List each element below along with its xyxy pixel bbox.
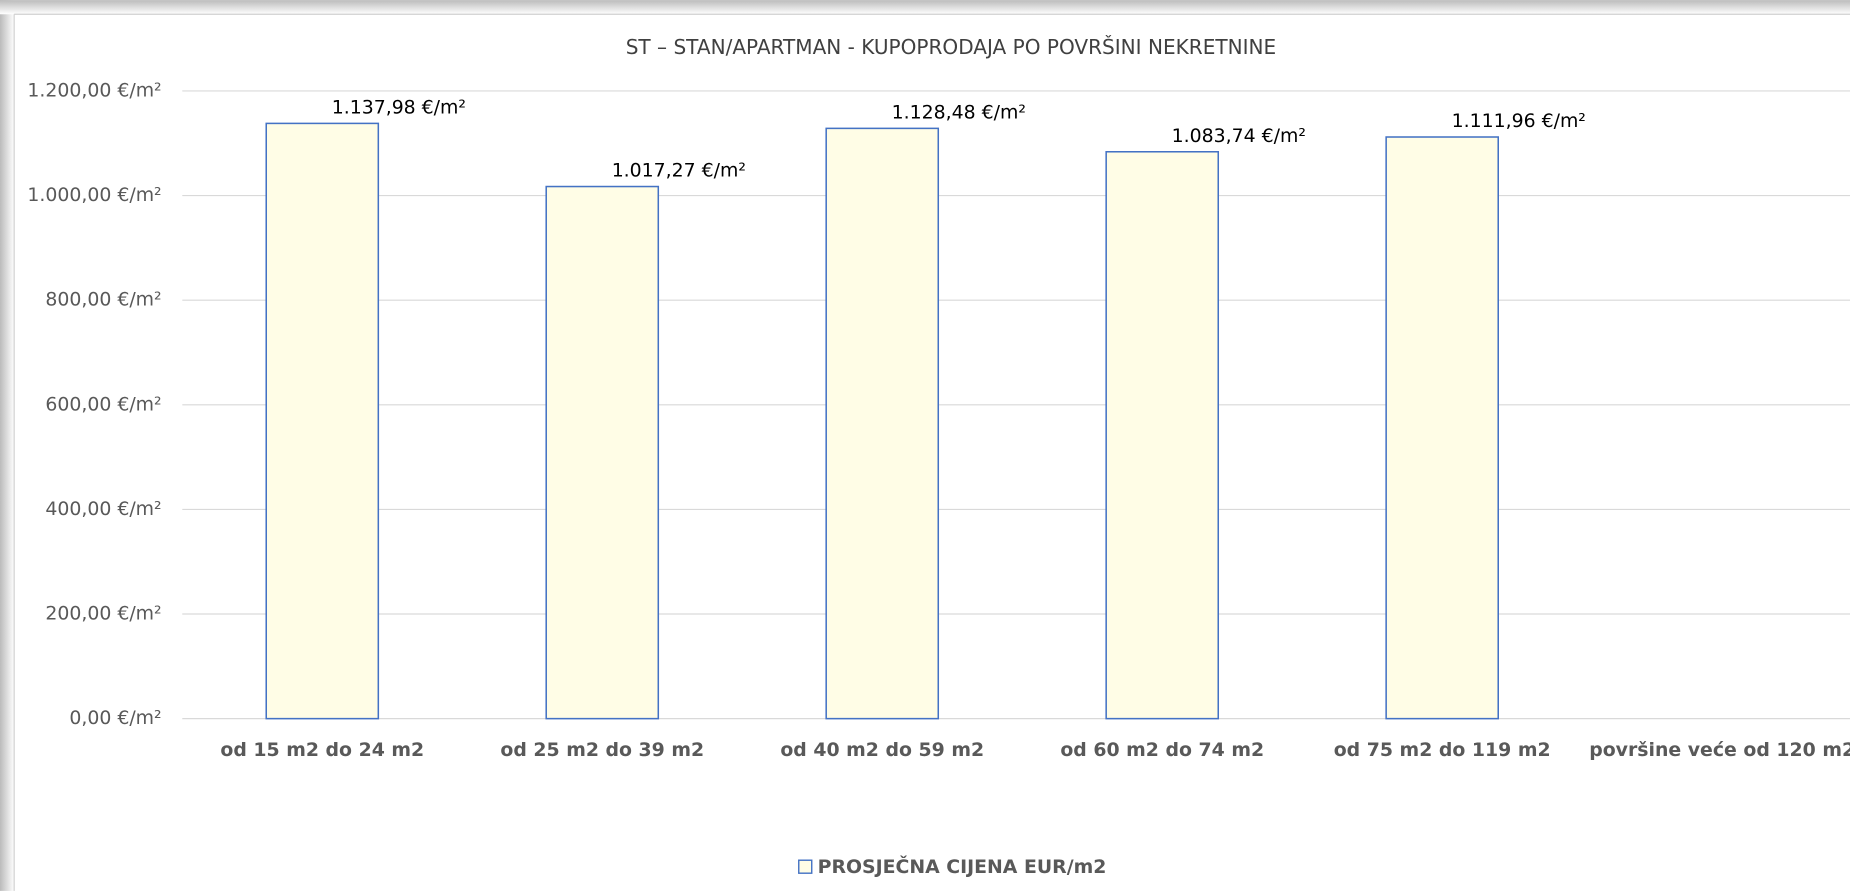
chart-title: ST – STAN/APARTMAN - KUPOPRODAJA PO POVR… xyxy=(626,35,1276,59)
legend-label: PROSJEČNA CIJENA EUR/m2 xyxy=(818,854,1107,878)
y-tick-label: 600,00 €/m² xyxy=(45,393,161,415)
data-label: 1.017,27 €/m² xyxy=(612,160,746,182)
x-tick-label: površine veće od 120 m2 xyxy=(1589,739,1850,761)
data-label: 1.111,96 €/m² xyxy=(1452,110,1586,132)
x-tick-label: od 60 m2 do 74 m2 xyxy=(1060,739,1264,761)
data-label: 1.083,74 €/m² xyxy=(1172,125,1306,147)
legend-swatch xyxy=(798,859,813,874)
bar xyxy=(545,185,660,720)
bar xyxy=(1385,136,1499,720)
frame-shadow xyxy=(0,0,15,891)
y-tick-label: 200,00 €/m² xyxy=(45,603,161,625)
x-tick-label: od 40 m2 do 59 m2 xyxy=(780,739,984,761)
x-tick-label: od 15 m2 do 24 m2 xyxy=(220,739,424,761)
y-tick-label: 0,00 €/m² xyxy=(69,707,161,729)
data-label: 1.137,98 €/m² xyxy=(332,97,466,119)
frame-shadow xyxy=(0,0,1850,15)
bar xyxy=(1105,151,1220,720)
data-label: 1.128,48 €/m² xyxy=(892,102,1026,124)
y-tick-label: 800,00 €/m² xyxy=(45,289,161,311)
y-tick-label: 1.000,00 €/m² xyxy=(27,184,161,206)
x-tick-label: od 25 m2 do 39 m2 xyxy=(500,739,704,761)
y-tick-label: 400,00 €/m² xyxy=(45,498,161,520)
y-tick-label: 1.200,00 €/m² xyxy=(27,79,161,101)
x-tick-label: od 75 m2 do 119 m2 xyxy=(1334,739,1551,761)
bar xyxy=(825,127,940,720)
bar xyxy=(265,122,380,720)
